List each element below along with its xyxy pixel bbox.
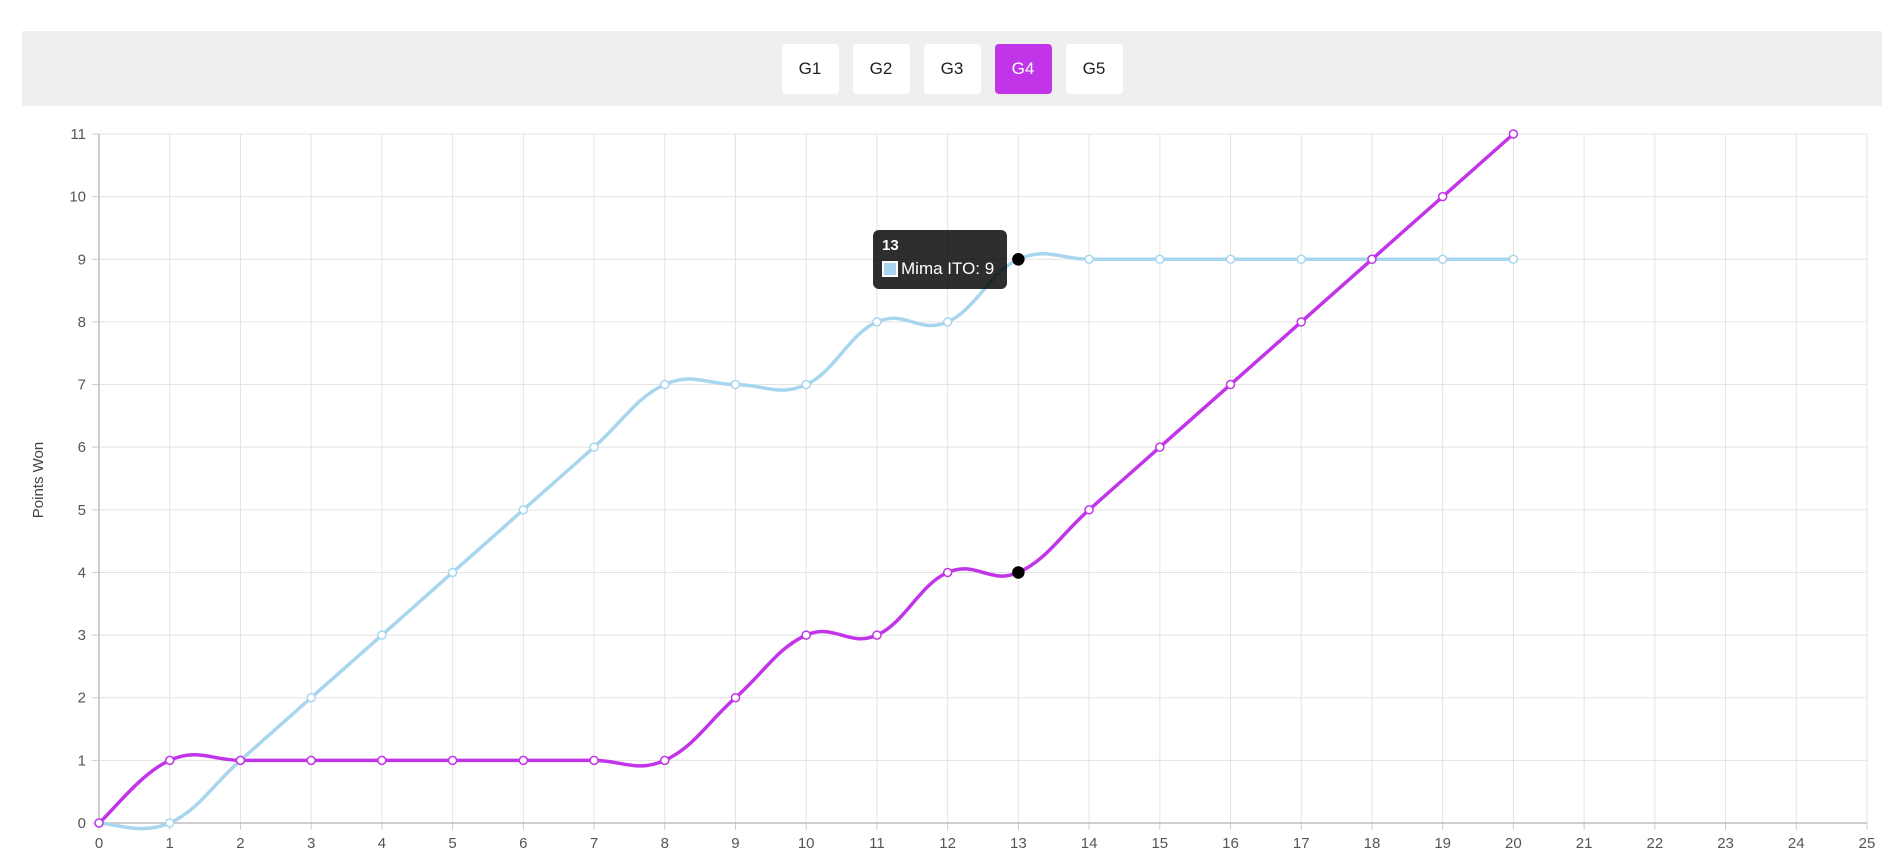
data-point[interactable] <box>306 692 316 703</box>
y-tick-label: 7 <box>78 377 86 394</box>
series-line-1 <box>97 132 1515 825</box>
data-point[interactable] <box>872 630 882 640</box>
tab-g4[interactable]: G4 <box>994 43 1052 94</box>
data-point[interactable] <box>1437 191 1448 202</box>
x-tick-label: 2 <box>236 835 244 852</box>
x-tick-label: 22 <box>1646 835 1663 852</box>
y-tick-label: 10 <box>69 189 86 206</box>
data-point[interactable] <box>942 567 953 578</box>
tooltip-swatch <box>882 261 898 277</box>
data-point[interactable] <box>1012 253 1025 266</box>
y-tick-label: 9 <box>78 251 86 268</box>
data-point[interactable] <box>730 379 741 390</box>
x-tick-label: 17 <box>1293 835 1310 852</box>
x-tick-label: 5 <box>448 835 456 852</box>
chart-tooltip: 13 Mima ITO: 9 <box>873 230 1007 289</box>
data-point[interactable] <box>164 818 175 828</box>
x-tick-label: 23 <box>1717 835 1734 852</box>
data-point[interactable] <box>942 317 953 327</box>
x-tick-label: 1 <box>166 835 174 852</box>
tooltip-label: Mima ITO: 9 <box>901 259 995 278</box>
x-tick-label: 25 <box>1859 835 1876 852</box>
game-tab-bar: G1 G2 G3 G4 G5 <box>22 31 1882 106</box>
x-tick-label: 24 <box>1788 835 1805 852</box>
tooltip-row: Mima ITO: 9 <box>882 258 998 280</box>
x-tick-label: 18 <box>1364 835 1381 852</box>
data-point[interactable] <box>1296 254 1306 265</box>
y-tick-label: 4 <box>78 564 86 581</box>
data-point[interactable] <box>872 317 882 327</box>
data-point[interactable] <box>518 755 529 766</box>
x-tick-label: 9 <box>731 835 739 852</box>
data-point[interactable] <box>447 567 458 578</box>
series <box>94 129 1519 831</box>
data-point[interactable] <box>164 755 175 766</box>
tab-g5[interactable]: G5 <box>1065 43 1123 94</box>
data-point[interactable] <box>730 692 741 703</box>
data-point[interactable] <box>1084 505 1094 515</box>
x-tick-label: 4 <box>378 835 386 852</box>
tab-g3[interactable]: G3 <box>923 43 981 94</box>
y-tick-label: 8 <box>78 314 86 331</box>
y-tick-label: 11 <box>70 126 86 143</box>
tab-g1[interactable]: G1 <box>781 43 839 94</box>
y-tick-label: 0 <box>78 815 86 832</box>
data-point[interactable] <box>589 755 599 766</box>
data-point[interactable] <box>1225 379 1236 390</box>
x-tick-label: 8 <box>661 835 669 852</box>
data-point[interactable] <box>1367 254 1377 265</box>
data-point[interactable] <box>235 755 246 766</box>
data-point[interactable] <box>660 755 670 766</box>
data-point[interactable] <box>1508 254 1519 265</box>
data-point[interactable] <box>801 630 811 640</box>
x-tick-label: 14 <box>1081 835 1098 852</box>
data-point[interactable] <box>518 505 529 515</box>
x-tick-label: 6 <box>519 835 527 852</box>
x-tick-label: 12 <box>939 835 956 852</box>
y-tick-label: 2 <box>78 690 86 707</box>
data-point[interactable] <box>447 755 458 766</box>
x-tick-label: 10 <box>798 835 815 852</box>
y-tick-label: 3 <box>78 627 86 644</box>
y-tick-label: 5 <box>78 502 86 519</box>
data-point[interactable] <box>1155 442 1165 452</box>
x-tick-label: 15 <box>1151 835 1168 852</box>
data-point[interactable] <box>306 755 316 766</box>
data-point[interactable] <box>660 379 670 390</box>
x-tick-label: 21 <box>1576 835 1593 852</box>
tooltip-title: 13 <box>882 237 899 254</box>
x-tick-label: 11 <box>869 835 885 852</box>
data-point[interactable] <box>1225 254 1236 265</box>
axes: 0 1 2 3 4 5 6 7 8 9 10 11 12 13 14 15 16 17 18 19 20 21 22 23 24… <box>69 126 1875 852</box>
x-tick-label: 19 <box>1434 835 1451 852</box>
tab-g2[interactable]: G2 <box>852 43 910 94</box>
data-point[interactable] <box>1508 129 1519 139</box>
data-point[interactable] <box>1437 254 1448 265</box>
x-tick-label: 0 <box>95 835 103 852</box>
x-tick-label: 7 <box>590 835 598 852</box>
data-point[interactable] <box>1155 254 1165 265</box>
data-point[interactable] <box>589 442 599 452</box>
x-tick-label: 13 <box>1010 835 1027 852</box>
data-point[interactable] <box>1296 317 1306 327</box>
x-tick-label: 20 <box>1505 835 1522 852</box>
x-tick-label: 3 <box>307 835 315 852</box>
y-tick-label: 1 <box>78 752 86 769</box>
y-axis-label: Points Won <box>30 442 47 518</box>
x-tick-label: 16 <box>1222 835 1239 852</box>
grid <box>98 133 1868 824</box>
data-point[interactable] <box>801 379 811 390</box>
data-point[interactable] <box>1084 254 1094 265</box>
data-point[interactable] <box>1012 566 1025 579</box>
data-point[interactable] <box>377 630 387 640</box>
data-point[interactable] <box>377 755 387 766</box>
y-tick-label: 6 <box>78 439 86 456</box>
data-point[interactable] <box>94 818 104 828</box>
